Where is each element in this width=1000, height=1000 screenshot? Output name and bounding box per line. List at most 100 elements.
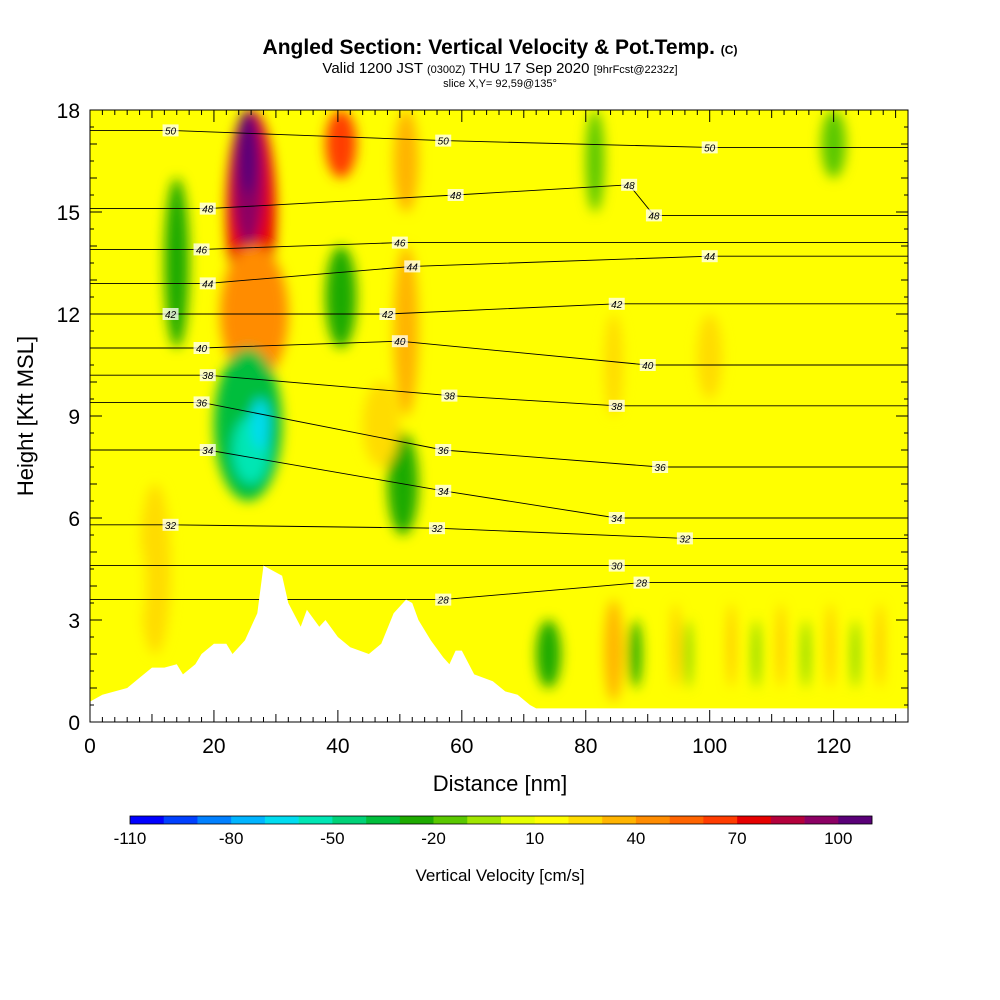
svg-text:50: 50 — [438, 137, 450, 148]
isotherm-label-6: 48 — [645, 209, 662, 222]
x-axis-label: Distance [nm] — [433, 771, 568, 796]
colorbar: -110 -80 -50 -20 10 40 70 100 — [114, 815, 873, 848]
forecast-tag: [9hrFcst@2232z] — [593, 64, 678, 76]
svg-text:48: 48 — [202, 205, 214, 216]
isotherm-label-1: 50 — [435, 134, 452, 148]
isotherm-label-31: 28 — [435, 593, 452, 607]
colorbar-swatch-21 — [838, 816, 873, 824]
svg-text:48: 48 — [624, 181, 636, 192]
y-tick-label: 0 — [68, 712, 80, 735]
svg-text:32: 32 — [679, 534, 691, 545]
svg-text:34: 34 — [611, 514, 623, 525]
velocity-cell-26 — [728, 603, 735, 688]
plot-background — [90, 110, 908, 722]
velocity-cell-28 — [777, 603, 785, 688]
isotherm-label-5: 48 — [621, 178, 638, 192]
svg-text:36: 36 — [438, 446, 450, 457]
x-tick-label: 0 — [84, 735, 96, 758]
colorbar-tick-label: -50 — [320, 829, 345, 848]
x-tick-label: 20 — [202, 735, 225, 758]
colorbar-tick-label: 10 — [525, 829, 544, 848]
isotherm-label-0: 50 — [162, 124, 179, 137]
svg-text:50: 50 — [165, 126, 177, 137]
chart-title-unit: (C) — [720, 43, 738, 57]
svg-text:28: 28 — [437, 596, 450, 607]
velocity-cell-25 — [684, 620, 692, 688]
velocity-cell-11 — [325, 246, 357, 348]
velocity-cell-34 — [821, 110, 847, 178]
colorbar-swatch-20 — [804, 816, 839, 824]
y-tick-label: 6 — [68, 508, 80, 531]
isotherm-label-14: 42 — [608, 297, 625, 311]
isotherm-label-19: 38 — [441, 389, 458, 403]
colorbar-swatch-3 — [231, 816, 266, 824]
velocity-cell-33 — [585, 110, 605, 212]
x-tick-label: 80 — [574, 735, 597, 758]
svg-text:32: 32 — [165, 521, 177, 532]
velocity-cell-22 — [536, 620, 561, 688]
velocity-cell-10 — [251, 399, 270, 450]
isotherm-label-11: 44 — [701, 250, 718, 263]
isotherm-label-27: 32 — [162, 518, 179, 532]
isotherm-label-30: 30 — [608, 559, 625, 573]
velocity-cell-4 — [325, 110, 357, 178]
colorbar-swatch-14 — [602, 816, 637, 824]
isotherm-label-32: 28 — [633, 576, 650, 590]
velocity-cell-2 — [238, 110, 258, 195]
x-tick-label: 120 — [816, 735, 851, 758]
velocity-cell-5 — [393, 110, 419, 212]
isotherm-labels: 50 50 50 48 48 48 48 46 46 44 44 44 42 42 42 40 40 40 38 38… — [162, 124, 718, 607]
x-tick-label: 40 — [326, 735, 349, 758]
colorbar-tick-label: 70 — [728, 829, 747, 848]
chart-title: Angled Section: Vertical Velocity & Pot.… — [0, 36, 1000, 60]
isotherm-label-4: 48 — [447, 189, 464, 202]
valid-date: THU 17 Sep 2020 — [469, 60, 590, 77]
svg-text:36: 36 — [196, 398, 208, 409]
velocity-cell-23 — [629, 620, 642, 688]
colorbar-swatch-2 — [197, 816, 232, 824]
svg-text:46: 46 — [196, 245, 208, 256]
colorbar-tick-label: -110 — [114, 829, 147, 848]
colorbar-swatch-5 — [298, 816, 333, 824]
terrain-mask — [90, 565, 908, 722]
x-tick-label: 100 — [692, 735, 727, 758]
velocity-cell-29 — [802, 620, 809, 688]
svg-text:32: 32 — [431, 524, 443, 535]
isotherm-label-15: 40 — [193, 342, 210, 355]
isotherm-label-21: 36 — [193, 396, 210, 409]
y-tick-label: 9 — [68, 406, 80, 429]
svg-text:50: 50 — [704, 143, 716, 154]
y-tick-label: 3 — [68, 610, 80, 633]
valid-prefix: Valid 1200 JST — [322, 60, 423, 77]
colorbar-swatch-16 — [669, 816, 704, 824]
colorbar-tick-label: 100 — [824, 829, 852, 848]
svg-text:42: 42 — [611, 300, 623, 311]
y-tick-label: 18 — [57, 100, 80, 123]
isotherm-label-16: 40 — [391, 335, 408, 348]
svg-text:38: 38 — [202, 371, 214, 382]
colorbar-tick-label: -20 — [421, 829, 446, 848]
svg-text:44: 44 — [202, 279, 214, 290]
isotherm-label-12: 42 — [162, 308, 179, 321]
isotherm-label-22: 36 — [435, 444, 452, 457]
isotherm-label-17: 40 — [639, 359, 656, 372]
colorbar-swatch-10 — [467, 816, 502, 824]
isotherm-label-26: 34 — [608, 512, 625, 525]
chart-subtitle: Valid 1200 JST (0300Z) THU 17 Sep 2020 [… — [0, 60, 1000, 77]
svg-text:38: 38 — [611, 402, 623, 413]
velocity-cell-17 — [697, 314, 723, 399]
svg-text:44: 44 — [704, 252, 716, 263]
velocity-cell-7 — [164, 178, 190, 348]
colorbar-swatch-6 — [332, 816, 367, 824]
isotherm-label-2: 50 — [701, 141, 718, 154]
isotherm-label-20: 38 — [608, 399, 625, 413]
isotherm-label-28: 32 — [429, 522, 446, 535]
colorbar-tick-label: -80 — [219, 829, 244, 848]
colorbar-swatch-0 — [130, 816, 165, 824]
svg-text:40: 40 — [642, 361, 654, 372]
vertical-velocity-field — [120, 110, 884, 702]
isotherm-line-48 — [90, 184, 908, 216]
isotherm-label-24: 34 — [199, 444, 216, 457]
